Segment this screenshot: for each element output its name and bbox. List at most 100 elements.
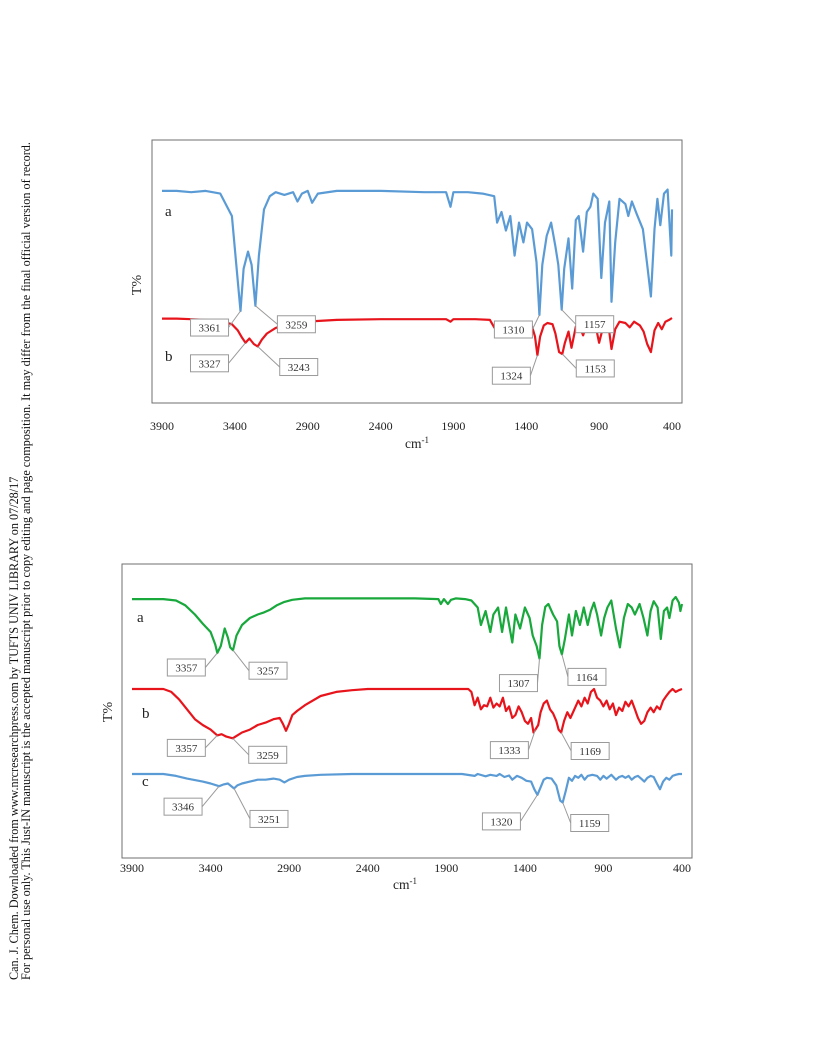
peak-callout: 3361: [190, 310, 241, 337]
callout-label: 1157: [584, 319, 606, 331]
callout-label: 1307: [507, 678, 530, 690]
callout-leader: [519, 794, 538, 822]
x-axis-label-exponent: -1: [422, 435, 430, 445]
callout-label: 1333: [498, 745, 521, 757]
side-note-svg: Can. J. Chem. Downloaded from www.nrcres…: [7, 142, 33, 980]
x-axis-label: cm-1: [405, 435, 429, 451]
callout-box: [575, 359, 615, 378]
callout-label: 1310: [502, 325, 525, 337]
callout-box: [248, 745, 288, 764]
callout-label: 3259: [285, 319, 308, 331]
callout-box: [575, 315, 615, 334]
callout-leader: [561, 309, 577, 325]
x-tick-label: 900: [594, 861, 612, 875]
callout-leader: [204, 735, 218, 749]
callout-leader: [562, 802, 572, 824]
peak-callout: 3327: [189, 342, 246, 373]
peak-callout: 3346: [163, 785, 220, 816]
series-label-c: c: [142, 774, 149, 790]
peak-callouts: 3361 3259 1310 1157 3327 3243 1324 1153: [189, 305, 615, 385]
callout-leader: [561, 654, 569, 678]
x-axis-label: cm-1: [393, 876, 417, 892]
callout-leader: [255, 305, 278, 325]
x-tick-label: 1400: [514, 419, 538, 433]
callout-box: [570, 742, 610, 760]
callout-box: [567, 667, 607, 686]
callout-leader: [560, 732, 572, 752]
peak-callout: 3357: [166, 735, 218, 757]
callout-leader: [228, 342, 246, 364]
peak-callout: 1169: [560, 732, 610, 760]
callout-label: 3243: [288, 362, 311, 374]
callout-label: 3357: [175, 663, 198, 675]
spectrum-line-c: [132, 772, 682, 804]
peak-callout: 1307: [498, 658, 540, 693]
side-note-line1: Can. J. Chem. Downloaded from www.nrcres…: [7, 477, 21, 980]
peak-callouts: 3357 3257 1307 1164 3357 3259 1333 1169 3346 3251…: [163, 649, 610, 832]
callout-box: [276, 315, 316, 334]
callout-label: 1169: [579, 746, 601, 758]
callout-box: [570, 814, 610, 832]
spectrum-line-b: [132, 687, 683, 740]
peak-callout: 3243: [257, 346, 319, 377]
x-tick-label: 1400: [513, 861, 537, 875]
x-tick-label: 2900: [296, 419, 320, 433]
callout-label: 1159: [579, 818, 601, 830]
callout-label: 3361: [199, 323, 221, 335]
callout-box: [493, 320, 533, 339]
callout-box: [163, 797, 203, 816]
spectra: [132, 595, 684, 804]
series-label-b: b: [142, 706, 150, 722]
callout-leader: [561, 353, 577, 369]
side-note-line2: For personal use only. This Just-IN manu…: [19, 142, 33, 980]
callout-label: 1153: [584, 363, 606, 375]
peak-callout: 1320: [481, 794, 538, 831]
x-tick-label: 2400: [356, 861, 380, 875]
spectrum-line-a: [162, 188, 674, 317]
peak-callout: 3357: [166, 652, 218, 677]
x-tick-label: 3900: [120, 861, 144, 875]
x-tick-label: 400: [663, 419, 681, 433]
peak-callout: 3251: [233, 788, 289, 828]
callout-box: [481, 812, 521, 831]
callout-leader: [204, 652, 218, 668]
x-tick-label: 3400: [223, 419, 247, 433]
callout-leader: [228, 310, 241, 328]
x-tick-label: 2400: [369, 419, 393, 433]
x-axis-label-exponent: -1: [410, 876, 418, 886]
series-label-a: a: [137, 610, 144, 626]
callout-box: [489, 741, 529, 760]
peak-callout: 1310: [493, 314, 540, 339]
y-axis-label: T%: [130, 275, 145, 296]
x-tick-labels: 3900 3400 2900 2400 1900 1400 900 400: [120, 861, 691, 875]
callout-leader: [529, 355, 538, 376]
side-note: Can. J. Chem. Downloaded from www.nrcres…: [0, 0, 40, 1056]
callout-leader: [527, 729, 536, 751]
peak-callout: 1157: [561, 309, 615, 334]
callout-label: 1324: [500, 371, 523, 383]
peak-callout: 1153: [561, 353, 615, 378]
peak-callout: 1324: [491, 355, 538, 385]
callout-box: [498, 674, 538, 693]
x-tick-label: 1900: [441, 419, 465, 433]
x-axis-label-unit: cm: [405, 436, 422, 451]
callout-label: 1164: [576, 672, 598, 684]
callout-label: 3251: [258, 814, 280, 826]
callout-box: [491, 366, 531, 385]
series-label-b: b: [165, 349, 173, 365]
y-axis-label: T%: [101, 702, 116, 723]
x-tick-label: 3900: [150, 419, 174, 433]
callout-leader: [201, 785, 220, 808]
x-tick-label: 400: [673, 861, 691, 875]
series-label-a: a: [165, 204, 172, 220]
callout-label: 3257: [257, 666, 280, 678]
x-tick-label: 1900: [434, 861, 458, 875]
peak-callout: 1333: [489, 729, 536, 760]
x-tick-label: 900: [590, 419, 608, 433]
ir-chart-bottom-svg: T% a b c 3357 3257 1307 1164 3357 3259 1333 116…: [101, 563, 693, 892]
peak-callout: 3259: [232, 737, 288, 764]
callout-label: 3346: [172, 802, 195, 814]
callout-leader: [233, 788, 251, 820]
callout-label: 3327: [198, 358, 221, 370]
